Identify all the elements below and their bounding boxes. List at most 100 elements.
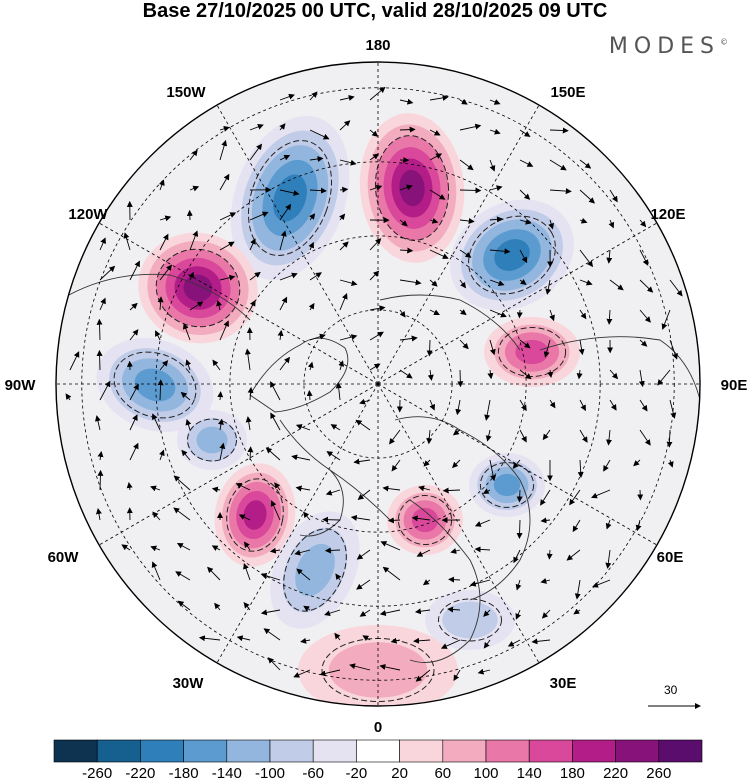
wind-vector <box>152 413 161 431</box>
wind-vector <box>293 669 311 678</box>
wind-vector <box>474 519 491 527</box>
wind-vector <box>579 159 592 169</box>
longitude-label: 90E <box>721 377 748 394</box>
wind-vector <box>507 639 521 647</box>
wind-vector <box>489 279 505 286</box>
wind-vector <box>235 483 251 491</box>
wind-vector <box>519 339 531 349</box>
wind-vector <box>669 279 683 297</box>
wind-vector <box>338 360 345 371</box>
wind-vector <box>576 369 583 380</box>
wind-vector <box>549 399 556 409</box>
wind-vector <box>324 547 341 554</box>
wind-vector <box>429 279 438 287</box>
latitude-circle <box>229 235 527 533</box>
wind-vector <box>415 669 431 682</box>
wind-vector <box>515 609 522 620</box>
wind-vector <box>513 549 521 564</box>
wind-vector <box>243 602 251 611</box>
wind-vector <box>573 608 581 615</box>
wind-vector <box>391 459 401 472</box>
wind-vector <box>216 299 222 311</box>
colorbar-tick-label: -140 <box>211 765 242 782</box>
longitude-label: 150E <box>550 84 585 101</box>
anomaly-contour-fill <box>494 239 530 271</box>
longitude-label: 150W <box>166 84 206 101</box>
wind-vector <box>369 129 379 137</box>
wind-vector <box>249 271 261 281</box>
wind-vector <box>579 189 595 204</box>
wind-vector <box>519 249 528 264</box>
wind-vector <box>279 93 295 101</box>
wind-vector <box>609 189 618 203</box>
wind-vector <box>429 217 439 224</box>
wind-vector <box>519 129 531 137</box>
wind-vector <box>238 514 251 521</box>
wind-vector <box>309 187 327 194</box>
wind-vector <box>608 219 615 229</box>
wind-vector <box>150 485 161 492</box>
wind-vector <box>173 507 191 521</box>
wind-vector <box>185 359 192 371</box>
wind-vector <box>411 515 431 522</box>
colorbar-tick-label: -100 <box>254 765 286 782</box>
longitude-label: 120W <box>68 206 108 223</box>
wind-vector <box>516 309 523 319</box>
wind-vector <box>359 609 371 617</box>
wind-vector <box>126 481 133 491</box>
colorbar-tick-label: -180 <box>168 765 199 782</box>
anomaly-pos-100e <box>484 317 580 387</box>
wind-vector <box>469 579 491 587</box>
anomaly-pos-60w <box>214 463 296 567</box>
streamline-contour <box>113 351 197 419</box>
longitude-label: 180 <box>365 37 390 54</box>
anomaly-neg-90w <box>177 410 247 470</box>
wind-vector <box>369 86 386 101</box>
colorbar-swatch <box>485 739 530 763</box>
wind-vector <box>270 412 281 431</box>
wind-vector <box>244 348 251 371</box>
wind-vector <box>279 230 287 251</box>
anomaly-pos-25e <box>387 485 463 555</box>
wind-vector <box>592 579 611 588</box>
anomaly-contour-fill <box>196 426 228 454</box>
wind-vector <box>519 399 527 412</box>
wind-vector <box>291 454 311 461</box>
colorbar-swatch <box>226 739 271 763</box>
wind-vector <box>99 380 111 401</box>
colorbar-swatch <box>356 739 400 763</box>
wind-vector <box>129 329 139 341</box>
wind-vector <box>516 489 523 503</box>
wind-vector <box>249 238 256 251</box>
wind-vector <box>175 571 191 581</box>
wind-vector <box>483 609 491 617</box>
wind-vector <box>605 519 612 530</box>
wind-vector <box>159 233 169 251</box>
wind-vector <box>399 309 406 318</box>
streamline-contour <box>497 327 567 377</box>
wind-vector <box>279 272 298 281</box>
wind-vector <box>489 339 496 356</box>
wind-vector <box>155 330 161 341</box>
longitude-label: 30E <box>550 675 577 692</box>
wind-vector <box>249 143 263 161</box>
anomaly-contour-fill <box>493 473 521 497</box>
wind-vector <box>519 189 531 200</box>
wind-vector <box>157 379 164 401</box>
wind-vector <box>185 418 192 431</box>
wind-vector <box>389 429 401 445</box>
wind-vector <box>489 248 511 255</box>
wind-vector <box>151 561 161 581</box>
page-title: Base 27/10/2025 00 UTC, valid 28/10/2025… <box>142 0 608 22</box>
wind-vector <box>574 579 581 600</box>
wind-vector <box>219 274 236 281</box>
colorbar-swatch <box>269 739 314 763</box>
wind-vector <box>295 424 311 431</box>
wind-vector <box>96 318 103 341</box>
wind-vector <box>309 213 316 221</box>
wind-vector <box>339 213 346 221</box>
wind-vector <box>380 541 401 551</box>
colorbar-swatch <box>658 739 703 763</box>
wind-vector <box>519 218 532 225</box>
